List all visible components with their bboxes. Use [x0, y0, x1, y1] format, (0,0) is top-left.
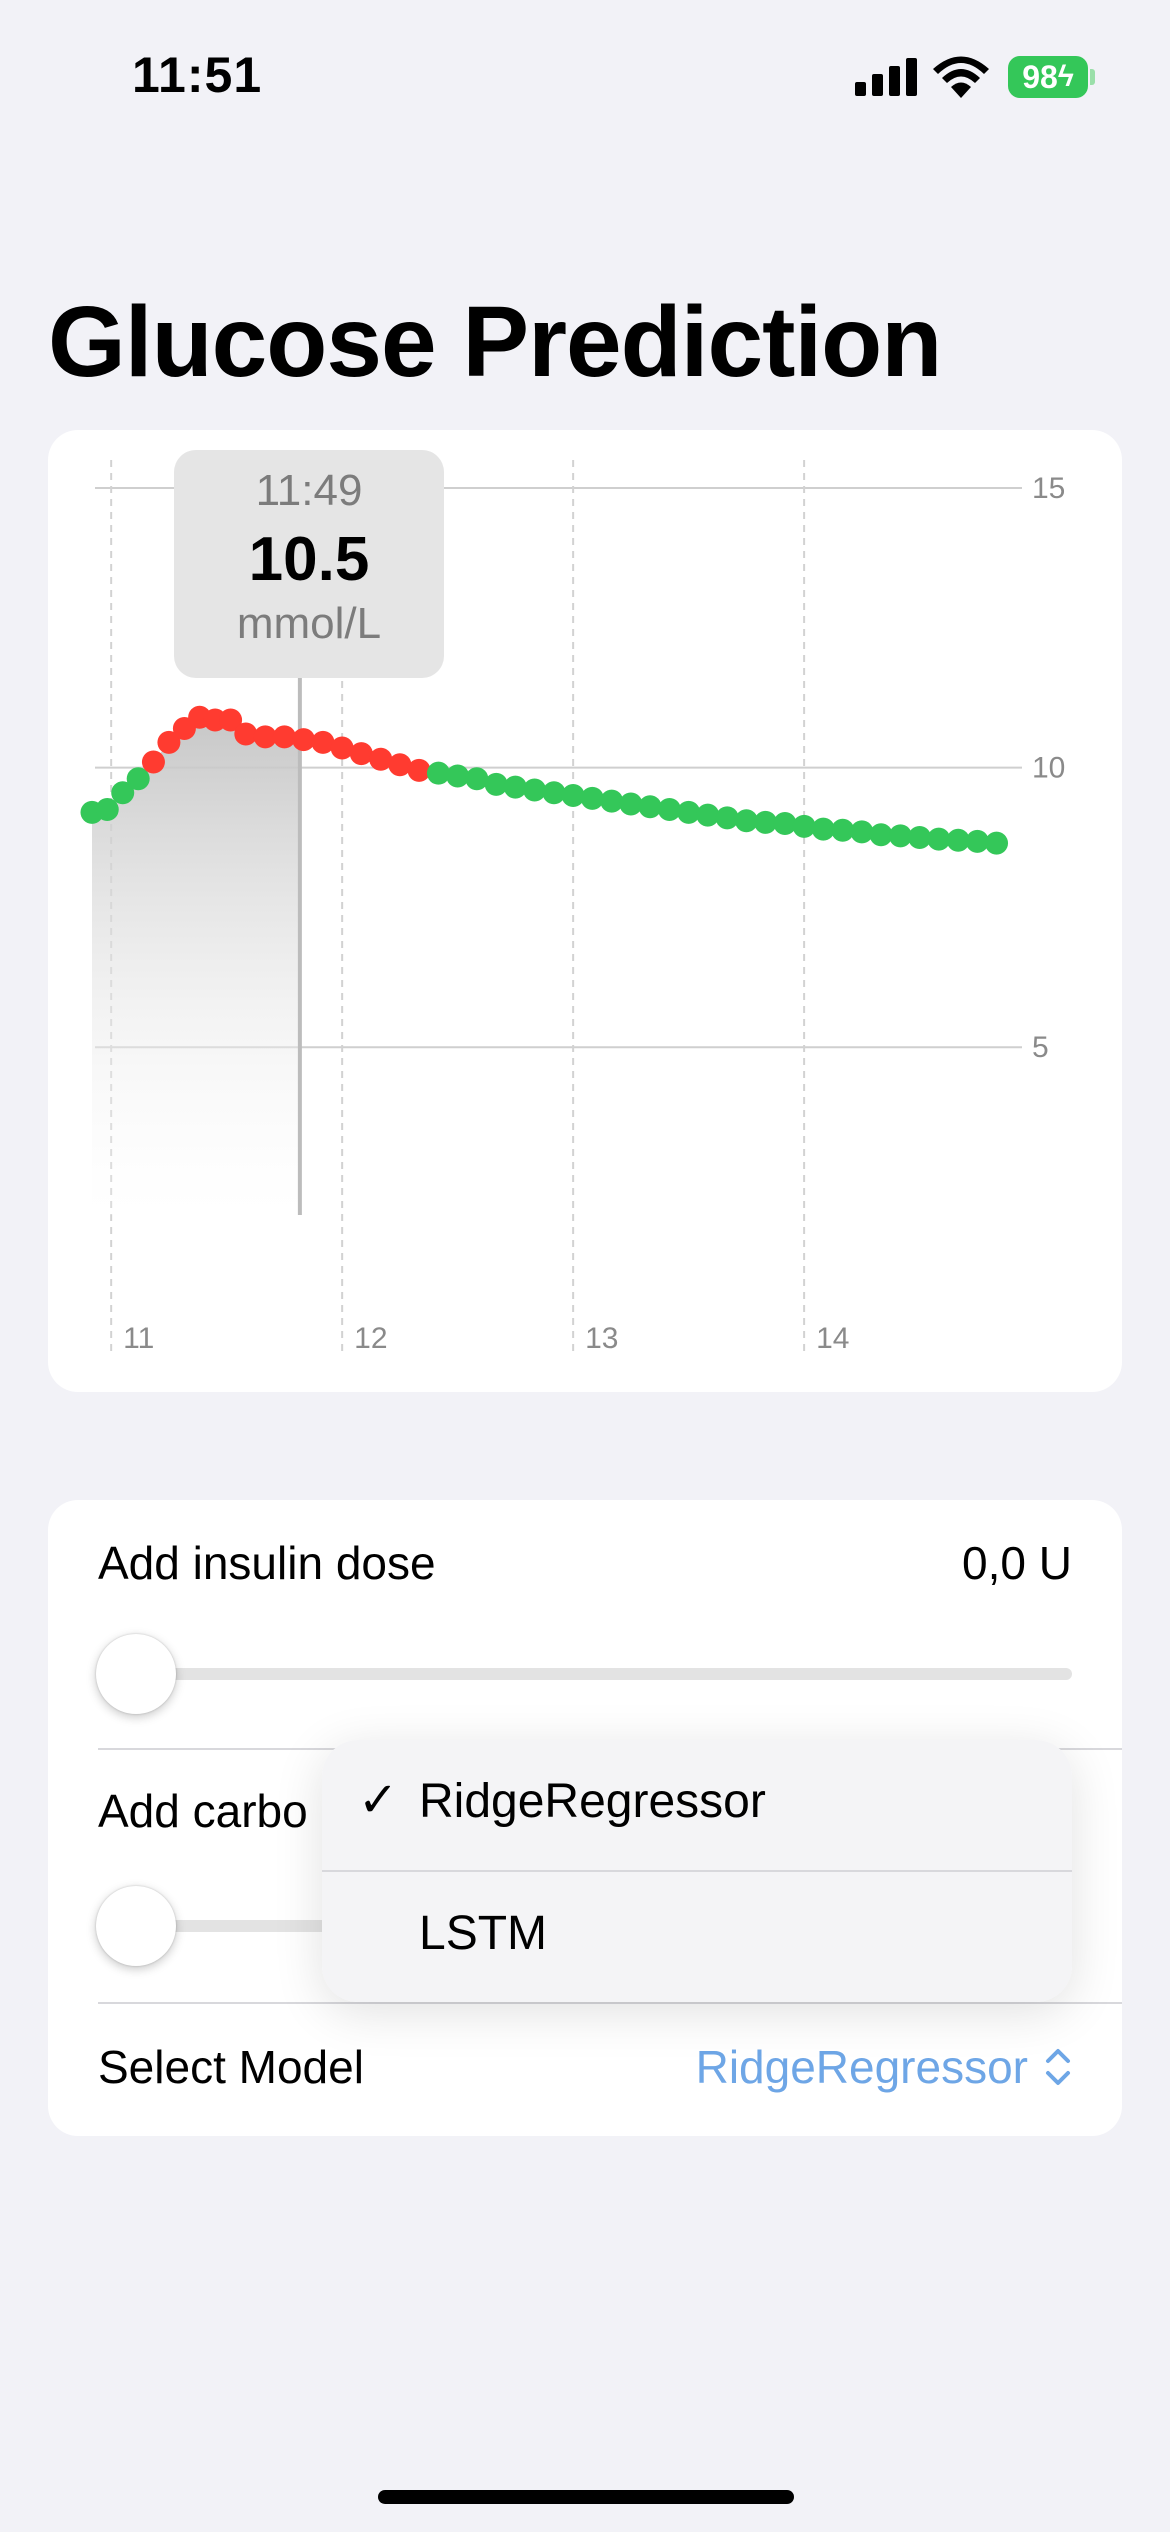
data-point: [369, 747, 393, 771]
select-model-label: Select Model: [98, 2041, 364, 2093]
model-menu: ✓ RidgeRegressor LSTM: [322, 1740, 1072, 2002]
menu-divider: [322, 1870, 1072, 1872]
data-point: [388, 753, 412, 777]
data-point: [542, 781, 566, 805]
tooltip-unit: mmol/L: [236, 599, 382, 648]
data-point: [141, 750, 165, 774]
data-point: [908, 826, 932, 849]
selection-area: [91, 717, 300, 1215]
data-point: [253, 725, 277, 749]
data-point: [619, 792, 643, 816]
cellular-signal-icon: [855, 58, 917, 96]
data-point: [734, 809, 758, 833]
data-point: [850, 820, 874, 844]
glucose-chart-card: 5 10 15 11 12 13 14 11:49 10.5 mmol/L: [48, 430, 1122, 1392]
data-point: [831, 818, 855, 842]
data-point: [292, 728, 316, 752]
chevron-up-down-icon: [1046, 2049, 1070, 2085]
data-point: [754, 810, 778, 834]
tooltip-time: 11:49: [255, 466, 363, 515]
data-point: [349, 742, 373, 766]
x-tick-label: 11: [123, 1322, 154, 1355]
data-point: [465, 767, 489, 791]
data-point: [927, 827, 951, 851]
glucose-chart[interactable]: 5 10 15 11 12 13 14: [48, 430, 1122, 1392]
y-tick-label: 5: [1032, 1031, 1049, 1064]
data-point: [677, 800, 701, 824]
data-point: [523, 778, 547, 802]
data-point: [792, 814, 816, 838]
y-tick-label: 15: [1032, 472, 1065, 505]
data-point: [985, 831, 1009, 855]
menu-item-ridgeregressor[interactable]: ✓ RidgeRegressor: [322, 1740, 1072, 1870]
data-point: [561, 784, 585, 808]
data-point: [773, 812, 797, 836]
data-point: [888, 824, 912, 848]
x-tick-label: 13: [585, 1322, 618, 1355]
data-point: [95, 798, 119, 822]
data-point: [111, 781, 135, 805]
data-point: [946, 828, 970, 852]
data-point: [126, 767, 150, 791]
insulin-slider-thumb[interactable]: [96, 1634, 176, 1714]
y-tick-label: 10: [1032, 752, 1065, 785]
selection-tooltip: 11:49 10.5 mmol/L: [174, 450, 444, 678]
battery-charging-icon: 98 ϟ: [1008, 56, 1088, 98]
status-time: 11:51: [132, 47, 263, 103]
data-point: [638, 795, 662, 819]
data-point: [407, 758, 431, 782]
wifi-icon: [933, 56, 989, 98]
home-indicator[interactable]: [378, 2490, 794, 2504]
battery-cap: [1090, 69, 1095, 85]
data-point: [219, 708, 243, 732]
divider: [98, 2002, 1122, 2004]
tooltip-value: 10.5: [248, 525, 370, 594]
menu-item-lstm[interactable]: LSTM: [322, 1872, 1072, 2002]
x-tick-label: 12: [354, 1322, 387, 1355]
data-point: [965, 829, 989, 853]
data-point: [600, 789, 624, 813]
model-picker[interactable]: RidgeRegressor: [696, 2040, 1072, 2094]
data-point: [272, 725, 296, 749]
data-point: [657, 798, 681, 822]
data-point: [484, 772, 508, 796]
data-point: [696, 803, 720, 827]
battery-level: 98: [1022, 58, 1058, 95]
checkmark-icon: ✓: [358, 1774, 399, 1827]
data-point: [330, 736, 354, 760]
carbs-slider-thumb[interactable]: [96, 1886, 176, 1966]
data-point: [715, 806, 739, 830]
data-point: [446, 764, 470, 788]
page-title: Glucose Prediction: [48, 286, 942, 398]
data-point: [580, 786, 604, 810]
carbs-label: Add carbo: [98, 1785, 308, 1837]
data-point: [811, 817, 835, 841]
model-picker-value: RidgeRegressor: [695, 2041, 1028, 2093]
insulin-dose-label: Add insulin dose: [98, 1537, 436, 1589]
menu-item-label: RidgeRegressor: [419, 1775, 766, 1828]
data-point: [234, 722, 258, 746]
insulin-dose-value: 0,0 U: [962, 1537, 1072, 1589]
data-point: [869, 823, 893, 847]
x-tick-label: 14: [816, 1322, 849, 1355]
insulin-slider-track[interactable]: [98, 1668, 1072, 1680]
data-point: [503, 775, 527, 799]
data-point: [311, 730, 335, 754]
data-point: [157, 730, 181, 754]
menu-item-label: LSTM: [419, 1907, 548, 1960]
data-point: [426, 761, 450, 785]
